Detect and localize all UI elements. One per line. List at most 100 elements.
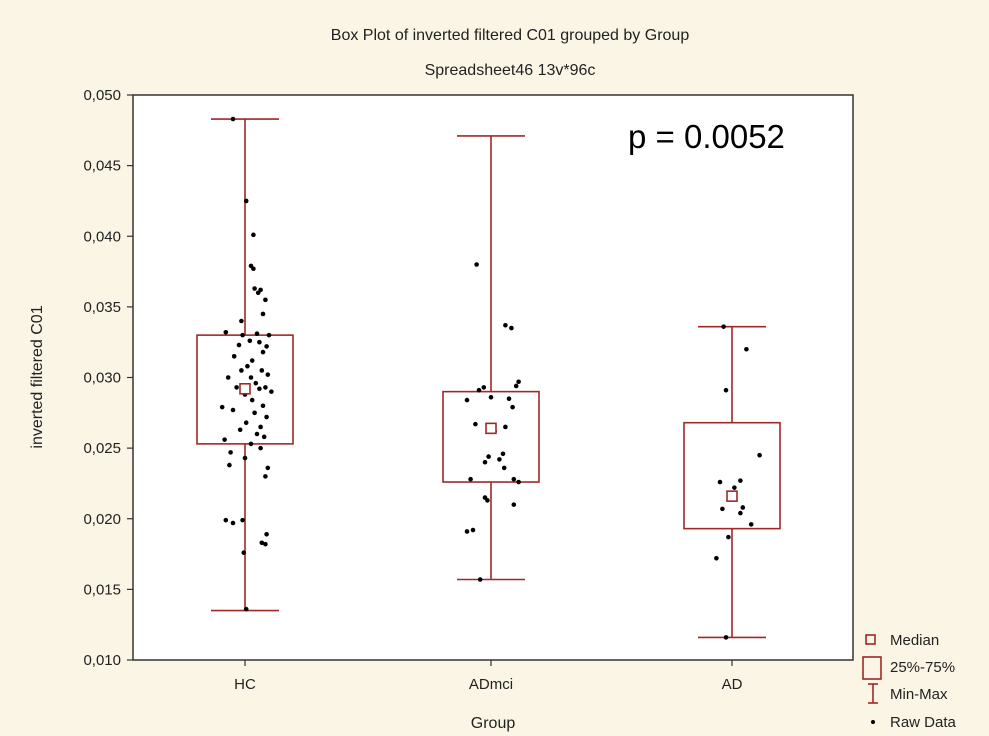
raw-data-point bbox=[225, 375, 231, 380]
raw-data-point bbox=[239, 368, 244, 373]
raw-data-point bbox=[726, 534, 731, 540]
raw-data-point bbox=[248, 375, 254, 380]
raw-data-point bbox=[468, 476, 473, 482]
iqr-box bbox=[683, 421, 781, 530]
raw-data-point bbox=[500, 451, 506, 457]
legend-raw-data-label: Raw Data bbox=[890, 714, 957, 731]
raw-data-point bbox=[252, 286, 257, 291]
raw-data-point bbox=[234, 385, 239, 390]
raw-data-point bbox=[243, 198, 249, 204]
raw-data-point bbox=[237, 427, 243, 433]
raw-data-point bbox=[503, 424, 508, 430]
median-marker bbox=[726, 490, 738, 502]
raw-data-point bbox=[476, 387, 482, 393]
raw-data-point bbox=[723, 387, 729, 393]
raw-data-point bbox=[744, 346, 749, 352]
raw-data-point bbox=[497, 457, 502, 462]
legend-box-label: 25%-75% bbox=[890, 659, 955, 676]
raw-data-point bbox=[227, 462, 232, 468]
raw-data-point bbox=[263, 385, 268, 390]
raw-data-point bbox=[738, 478, 743, 483]
raw-data-point bbox=[263, 541, 268, 547]
y-tick-label: 0,010 bbox=[83, 652, 121, 669]
y-tick-label: 0,020 bbox=[83, 511, 121, 528]
box-hc bbox=[196, 116, 294, 612]
raw-data-point bbox=[260, 403, 266, 409]
raw-data-point bbox=[223, 517, 229, 523]
raw-data-point bbox=[230, 407, 236, 413]
y-axis-label: inverted filtered C01 bbox=[29, 305, 46, 448]
raw-data-point bbox=[266, 332, 272, 338]
raw-data-point bbox=[464, 397, 470, 403]
y-tick-label: 0,050 bbox=[83, 87, 121, 104]
median-marker bbox=[239, 382, 251, 395]
y-tick-label: 0,015 bbox=[83, 581, 121, 598]
raw-data-point bbox=[223, 330, 229, 335]
raw-data-point bbox=[243, 606, 249, 612]
raw-data-point bbox=[264, 344, 269, 349]
raw-data-point bbox=[714, 556, 719, 561]
raw-data-point bbox=[516, 479, 521, 485]
x-tick-label: HC bbox=[234, 676, 256, 693]
y-tick-label: 0,040 bbox=[83, 228, 121, 245]
y-tick-label: 0,025 bbox=[83, 440, 121, 457]
raw-data-point bbox=[260, 311, 266, 317]
raw-data-point bbox=[242, 455, 248, 461]
raw-data-point bbox=[239, 318, 244, 324]
y-axis: 0,010 0,015 0,020 0,025 0,030 0,035 0,040 0,045… bbox=[83, 87, 133, 669]
raw-data-point bbox=[245, 363, 250, 369]
raw-data-point bbox=[473, 421, 478, 427]
legend-median-label: Median bbox=[890, 632, 939, 649]
y-tick-label: 0,045 bbox=[83, 158, 121, 175]
raw-data-point bbox=[259, 368, 265, 373]
raw-data-point bbox=[738, 510, 743, 516]
raw-data-point bbox=[258, 445, 263, 451]
box-group bbox=[196, 116, 781, 640]
raw-data-point bbox=[263, 297, 268, 303]
x-axis: HC ADmci AD bbox=[234, 660, 743, 693]
legend-median-icon bbox=[865, 634, 876, 645]
raw-data-point bbox=[740, 505, 746, 510]
chart-title: Box Plot of inverted filtered C01 groupe… bbox=[331, 27, 690, 44]
legend: Median 25%-75% Min-Max Raw Data bbox=[862, 632, 957, 731]
raw-data-point bbox=[228, 450, 233, 455]
raw-data-point bbox=[248, 441, 254, 447]
raw-data-point bbox=[511, 502, 517, 507]
raw-data-point bbox=[255, 290, 261, 296]
raw-data-point bbox=[509, 325, 514, 331]
raw-data-point bbox=[261, 434, 267, 440]
legend-raw-data-icon bbox=[871, 720, 875, 724]
raw-data-point bbox=[257, 386, 262, 392]
raw-data-point bbox=[249, 397, 255, 403]
raw-data-point bbox=[252, 410, 257, 416]
raw-data-point bbox=[723, 635, 729, 640]
raw-data-point bbox=[241, 550, 247, 555]
raw-data-point bbox=[474, 262, 479, 267]
raw-data-point bbox=[230, 116, 236, 122]
legend-minmax-label: Min-Max bbox=[890, 686, 948, 703]
raw-data-point bbox=[240, 517, 245, 523]
raw-data-point bbox=[247, 338, 253, 344]
raw-data-point bbox=[240, 332, 245, 338]
box-ad bbox=[683, 324, 781, 640]
median-marker bbox=[485, 422, 497, 435]
raw-data-point bbox=[222, 437, 227, 442]
raw-data-point bbox=[265, 465, 271, 471]
raw-data-point bbox=[254, 331, 260, 337]
x-tick-label: AD bbox=[722, 676, 743, 693]
iqr-box bbox=[196, 334, 294, 445]
raw-data-point bbox=[264, 414, 269, 420]
raw-data-point bbox=[485, 498, 490, 503]
raw-data-point bbox=[510, 404, 515, 410]
raw-data-point bbox=[501, 465, 507, 471]
raw-data-point bbox=[470, 527, 476, 533]
p-value-annotation: p = 0.0052 bbox=[628, 118, 785, 155]
raw-data-point bbox=[481, 385, 487, 390]
raw-data-point bbox=[265, 372, 271, 377]
raw-data-point bbox=[486, 454, 491, 459]
raw-data-point bbox=[219, 404, 225, 410]
raw-data-point bbox=[748, 522, 754, 527]
raw-data-point bbox=[269, 389, 274, 394]
raw-data-point bbox=[717, 479, 723, 485]
raw-data-point bbox=[464, 529, 470, 534]
